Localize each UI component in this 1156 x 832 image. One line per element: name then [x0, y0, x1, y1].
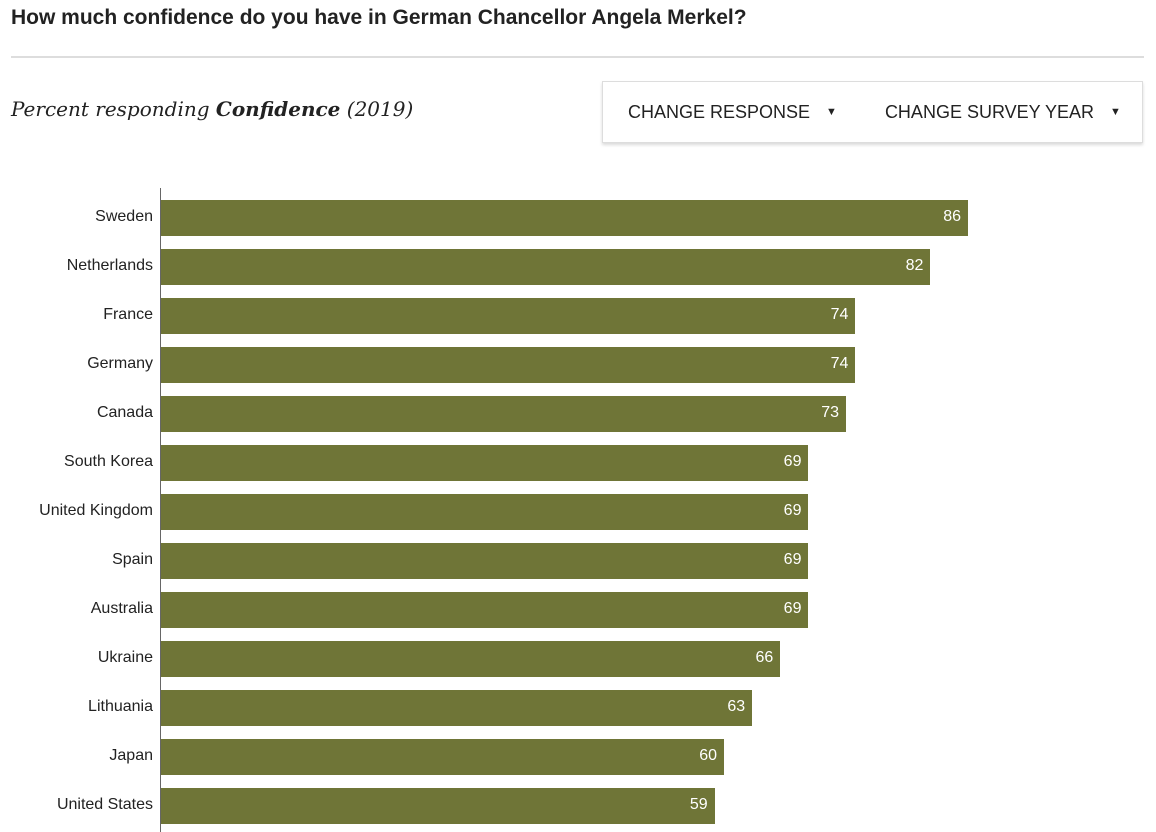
category-label: Sweden — [95, 208, 153, 225]
category-label: Spain — [112, 551, 153, 568]
data-label: 66 — [755, 649, 774, 666]
bar[interactable]: 60 — [161, 739, 725, 775]
bar[interactable]: 82 — [161, 249, 931, 285]
data-label: 69 — [783, 502, 802, 519]
category-label: Germany — [87, 355, 153, 372]
change-response-dropdown[interactable]: CHANGE RESPONSE ▼ — [628, 102, 837, 123]
data-label: 60 — [699, 747, 718, 764]
category-label: Canada — [96, 404, 153, 421]
category-label: Ukraine — [97, 649, 153, 666]
category-label: United States — [56, 796, 153, 813]
data-label: 69 — [783, 551, 802, 568]
data-label: 74 — [830, 306, 849, 323]
bar[interactable]: 59 — [161, 788, 715, 824]
controls-panel: CHANGE RESPONSE ▼ CHANGE SURVEY YEAR ▼ — [602, 81, 1143, 143]
bar[interactable]: 69 — [161, 445, 809, 481]
category-label: South Korea — [64, 453, 153, 470]
category-label: Lithuania — [88, 698, 153, 715]
bar[interactable]: 73 — [161, 396, 846, 432]
data-label: 73 — [821, 404, 839, 421]
category-label: Japan — [109, 747, 153, 764]
change-response-label: CHANGE RESPONSE — [628, 101, 811, 122]
bar[interactable]: 66 — [161, 641, 781, 677]
caret-down-icon: ▼ — [1110, 106, 1121, 118]
bar[interactable]: 74 — [161, 347, 856, 383]
subtitle-response: Confidence — [215, 97, 341, 121]
y-axis-line — [160, 188, 161, 832]
data-label: 82 — [905, 257, 924, 274]
data-label: 74 — [830, 355, 849, 372]
bar[interactable]: 69 — [161, 494, 809, 530]
data-label: 69 — [783, 453, 802, 470]
data-label: 59 — [689, 796, 708, 813]
bar[interactable]: 69 — [161, 592, 809, 628]
category-label: Netherlands — [66, 257, 153, 274]
data-label: 86 — [943, 208, 961, 225]
subtitle-prefix: Percent responding — [11, 97, 210, 121]
data-label: 63 — [727, 698, 746, 715]
category-label: United Kingdom — [39, 502, 153, 519]
page-title: How much confidence do you have in Germa… — [11, 6, 747, 29]
bar[interactable]: 69 — [161, 543, 809, 579]
change-year-label: CHANGE SURVEY YEAR — [884, 101, 1095, 122]
bar[interactable]: 86 — [161, 200, 968, 236]
caret-down-icon: ▼ — [826, 106, 837, 118]
divider — [11, 56, 1144, 58]
category-label: Australia — [90, 600, 153, 617]
subtitle-year: (2019) — [346, 97, 414, 121]
data-label: 69 — [783, 600, 802, 617]
change-survey-year-dropdown[interactable]: CHANGE SURVEY YEAR ▼ — [885, 102, 1121, 123]
bar[interactable]: 63 — [161, 690, 753, 726]
bar[interactable]: 74 — [161, 298, 856, 334]
category-label: France — [103, 306, 153, 323]
chart-subtitle: Percent responding Confidence (2019) — [11, 97, 413, 121]
